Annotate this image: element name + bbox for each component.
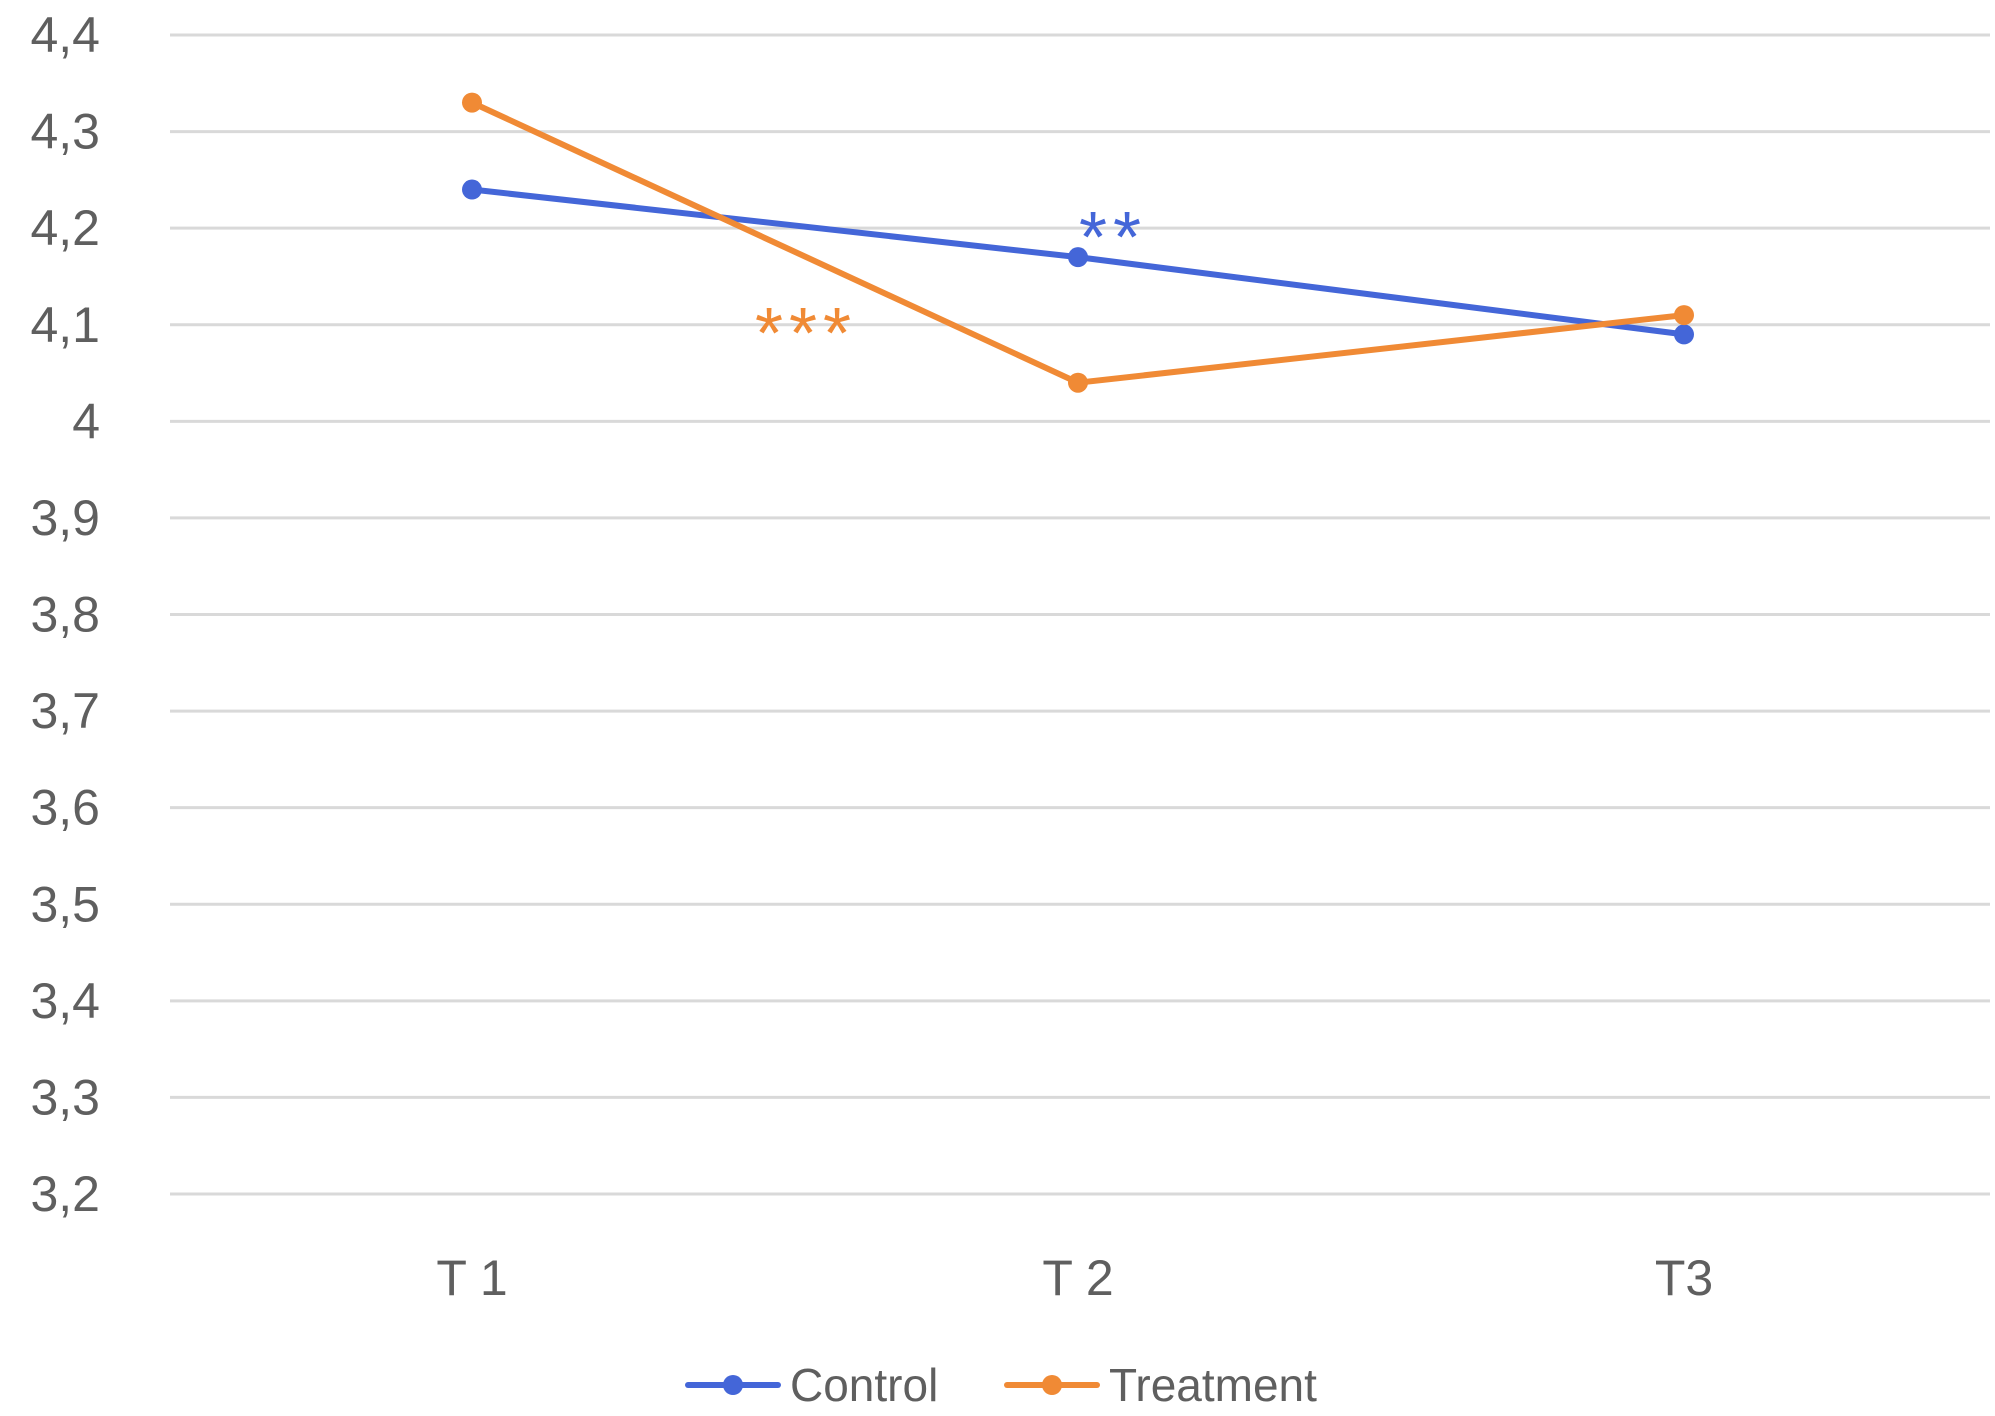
data-point-control bbox=[1068, 247, 1088, 268]
y-tick-label: 4,3 bbox=[30, 104, 100, 160]
y-tick-label: 3,8 bbox=[30, 587, 100, 643]
data-point-treatment bbox=[1674, 305, 1694, 326]
significance-annotation-treatment: *** bbox=[755, 294, 857, 374]
series-lines bbox=[462, 92, 1694, 393]
legend-swatch-marker bbox=[723, 1375, 743, 1395]
y-tick-label: 3,3 bbox=[30, 1069, 100, 1125]
y-axis-tick-labels: 4,4 4,3 4,2 4,1 4 3,9 3,8 3,7 3,6 3,5 3,4 3,3 3,2 bbox=[30, 7, 100, 1222]
y-tick-label: 3,2 bbox=[30, 1166, 100, 1222]
y-tick-label: 3,9 bbox=[30, 490, 100, 546]
y-tick-label: 4,2 bbox=[30, 200, 100, 256]
x-category-label: T3 bbox=[1655, 1250, 1713, 1306]
data-point-treatment bbox=[462, 92, 482, 113]
significance-annotation-control: ** bbox=[1079, 198, 1147, 278]
x-axis-category-labels: T 1 T 2 T3 bbox=[436, 1250, 1713, 1306]
legend-label: Control bbox=[790, 1359, 938, 1411]
legend-item-control: Control bbox=[685, 1359, 938, 1411]
y-tick-label: 3,4 bbox=[30, 973, 100, 1029]
data-point-treatment bbox=[1068, 372, 1088, 393]
data-point-control bbox=[1674, 324, 1694, 345]
y-tick-label: 3,6 bbox=[30, 780, 100, 836]
gridlines bbox=[170, 33, 1990, 1196]
legend: Control Treatment bbox=[685, 1359, 1317, 1411]
y-tick-label: 3,7 bbox=[30, 683, 100, 739]
x-category-label: T 2 bbox=[1042, 1250, 1113, 1306]
legend-item-treatment: Treatment bbox=[1004, 1359, 1317, 1411]
significance-annotations: ***** bbox=[755, 198, 1147, 374]
y-tick-label: 4,4 bbox=[30, 7, 100, 63]
y-tick-label: 4,1 bbox=[30, 297, 100, 353]
data-point-control bbox=[462, 179, 482, 200]
legend-label: Treatment bbox=[1109, 1359, 1317, 1411]
y-tick-label: 4 bbox=[72, 393, 100, 449]
legend-swatch-marker bbox=[1042, 1375, 1062, 1395]
y-tick-label: 3,5 bbox=[30, 876, 100, 932]
x-category-label: T 1 bbox=[436, 1250, 507, 1306]
